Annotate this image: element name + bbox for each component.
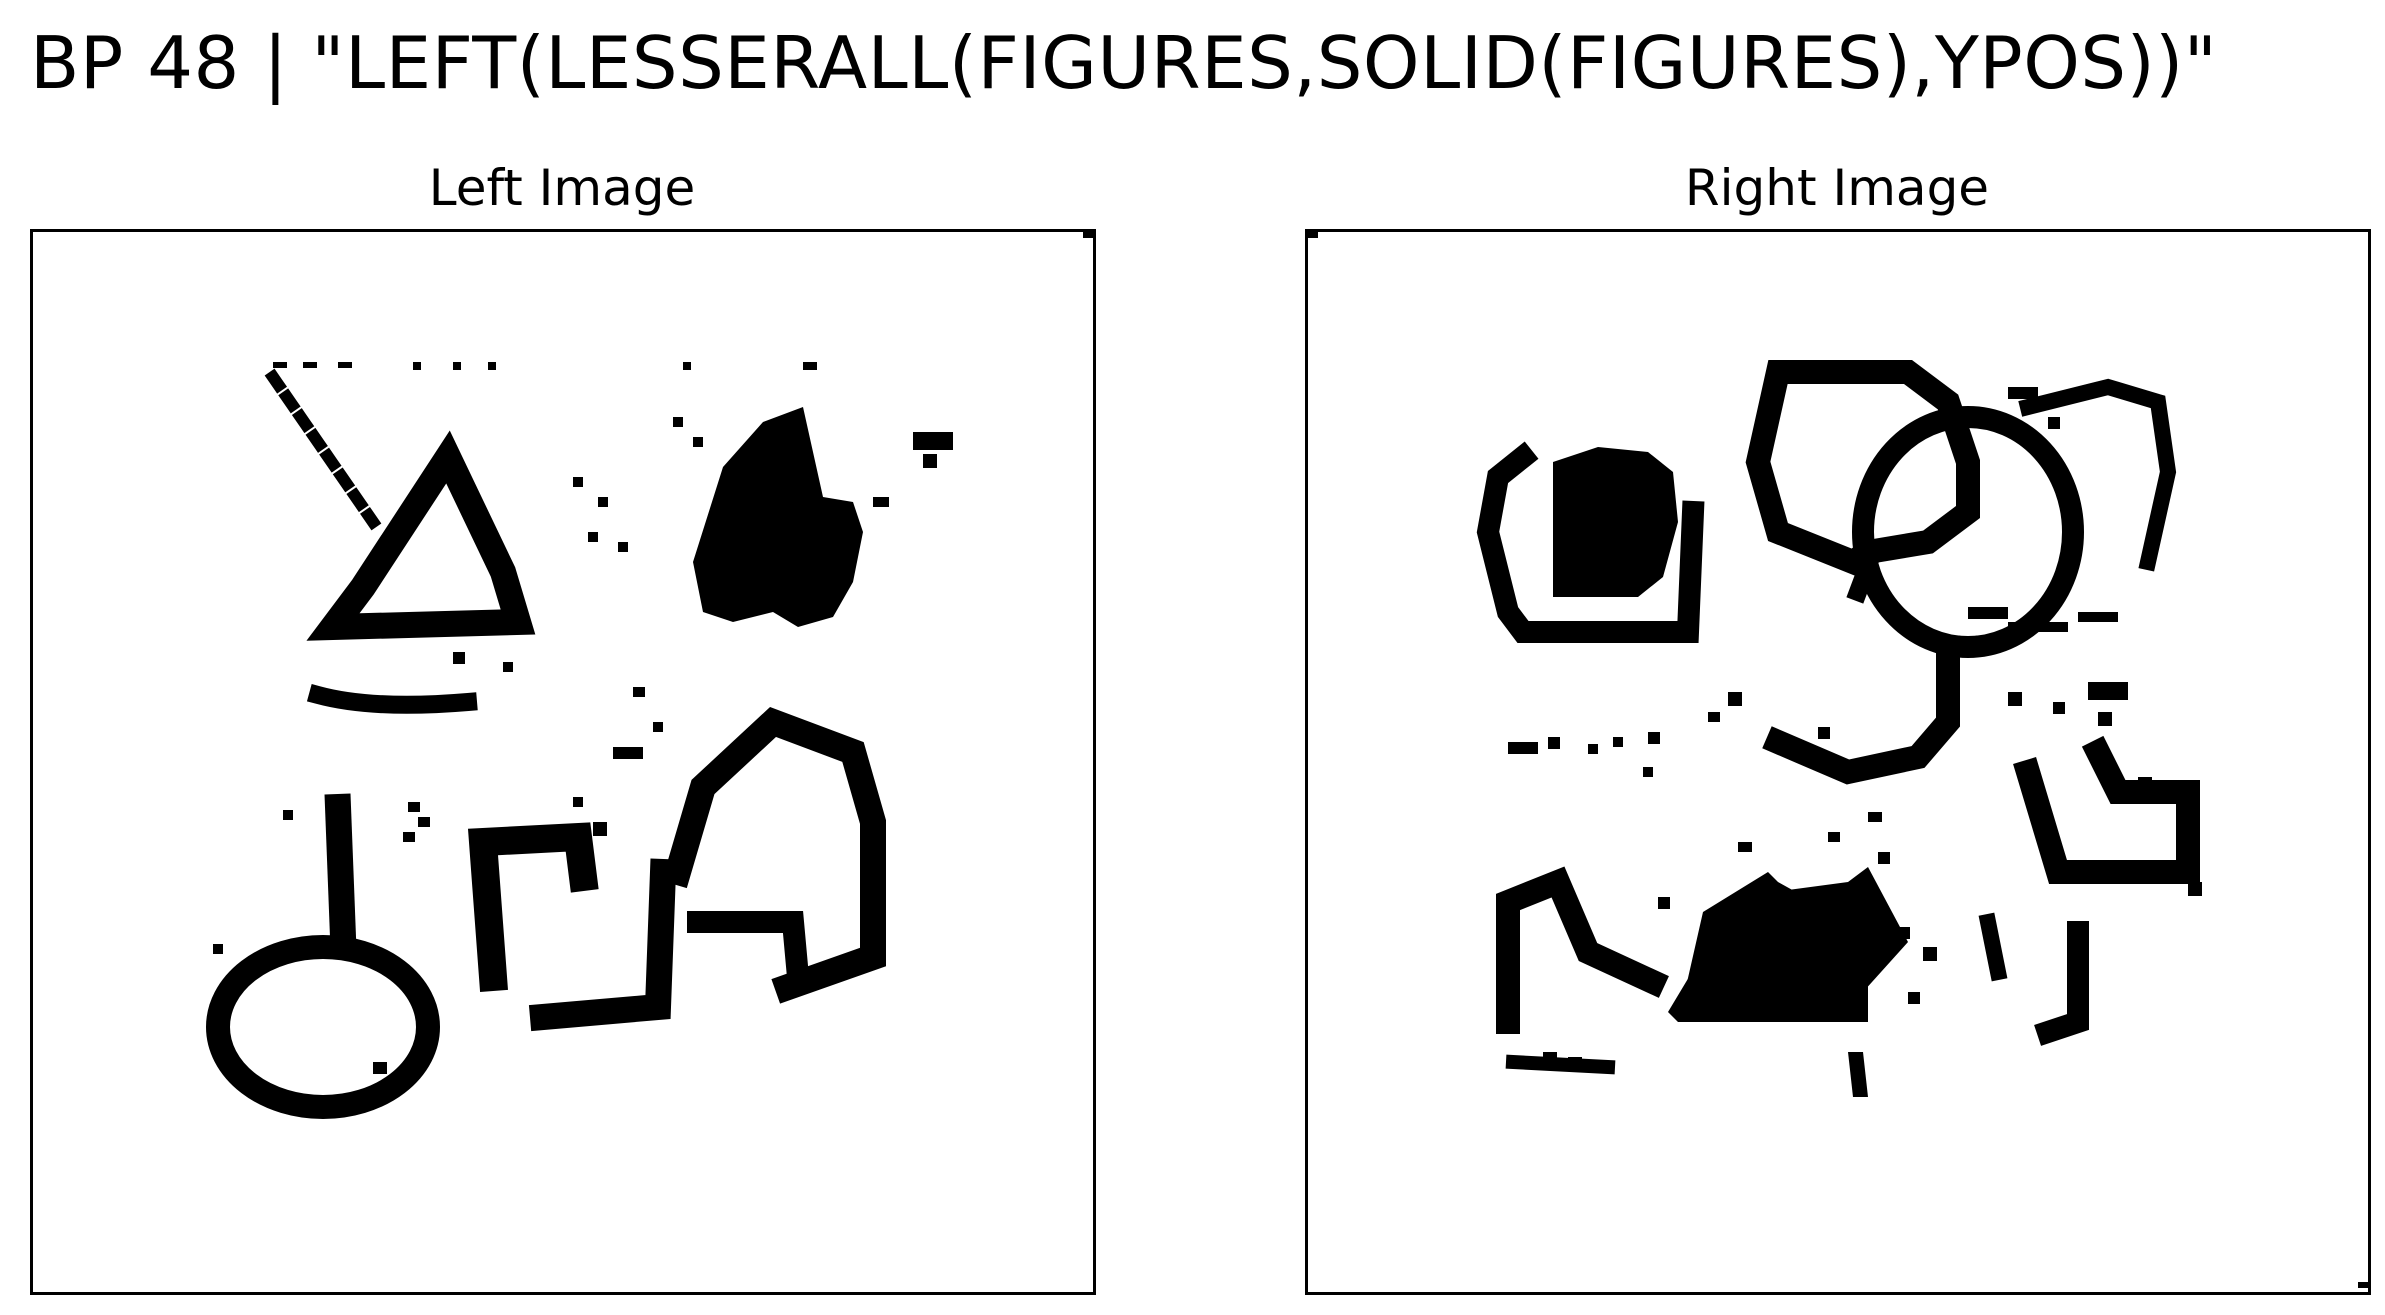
noise-speck	[303, 362, 317, 368]
noise-speck	[1658, 897, 1670, 909]
noise-speck	[2008, 387, 2038, 399]
noise-speck	[1828, 832, 1840, 842]
left-image-panel	[30, 229, 1096, 1295]
noise-speck	[2078, 612, 2118, 622]
circle-outline-figure	[1852, 406, 2084, 658]
arch-inner-figure	[687, 911, 810, 989]
noise-speck	[1508, 742, 1538, 754]
noise-speck	[2088, 682, 2128, 700]
noise-speck	[1548, 737, 1560, 749]
noise-speck	[573, 477, 583, 487]
noise-speck	[613, 747, 643, 759]
noise-speck	[693, 437, 703, 447]
noise-speck	[2358, 1282, 2368, 1288]
solid-blob-figure	[693, 407, 863, 627]
noise-speck	[2188, 882, 2202, 896]
noise-speck	[1868, 812, 1882, 822]
noise-speck	[1708, 712, 1720, 722]
noise-speck	[1898, 927, 1910, 939]
noise-speck	[1738, 842, 1752, 852]
noise-speck	[338, 362, 352, 368]
noise-speck	[1728, 692, 1742, 706]
noise-speck	[2098, 712, 2112, 726]
noise-speck	[1818, 727, 1830, 739]
solid-square-figure	[1553, 447, 1678, 597]
noise-speck	[453, 652, 465, 664]
triangle-tail-figure	[264, 368, 382, 531]
right-image-panel	[1305, 229, 2371, 1295]
noise-speck	[283, 810, 293, 820]
noise-speck	[573, 797, 583, 807]
curve-fragment-figure	[306, 683, 478, 714]
noise-speck	[873, 497, 889, 507]
noise-speck	[2053, 702, 2065, 714]
noise-speck	[1878, 852, 1890, 864]
noise-speck	[2008, 622, 2068, 632]
ring-outline-figure	[206, 935, 440, 1119]
noise-speck	[923, 454, 937, 468]
noise-speck	[1648, 732, 1660, 744]
noise-speck	[2048, 417, 2060, 429]
noise-speck	[633, 687, 645, 697]
speech-bubble-outline-figure	[1745, 360, 1980, 576]
noise-speck	[1308, 232, 1318, 238]
noise-speck	[1568, 1057, 1582, 1067]
right-panel-title: Right Image	[1684, 159, 1990, 217]
open-square-bottom-figure	[528, 858, 677, 1032]
noise-speck	[673, 417, 683, 427]
noise-speck	[2138, 777, 2152, 787]
noise-speck	[488, 362, 496, 370]
chair-foot-figure	[1978, 912, 2008, 982]
left-image-figures	[206, 232, 1093, 1119]
noise-speck	[1908, 992, 1920, 1004]
noise-speck	[803, 362, 817, 370]
noise-speck	[1923, 947, 1937, 961]
drip-stroke-figure	[1848, 1052, 1868, 1097]
open-square-figure	[467, 822, 599, 992]
noise-speck	[1613, 737, 1623, 747]
noise-speck	[588, 532, 598, 542]
noise-speck	[403, 832, 415, 842]
ring-outline-figure	[1476, 441, 1705, 643]
arch-outline-figure	[661, 707, 886, 1004]
ring-stem-figure	[324, 793, 357, 951]
page-title: BP 48 | "LEFT(LESSERALL(FIGURES,SOLID(FI…	[30, 21, 2218, 105]
right-image-figures	[1308, 232, 2368, 1288]
wave-stroke-figure	[1762, 650, 1960, 785]
circle-loop-figure	[2018, 378, 2177, 572]
noise-speck	[1588, 744, 1598, 754]
noise-speck	[1543, 1052, 1557, 1064]
noise-speck	[413, 362, 421, 370]
noise-speck	[653, 722, 663, 732]
noise-speck	[2008, 692, 2022, 706]
solid-triangle-body	[1678, 872, 1868, 1022]
noise-speck	[913, 432, 953, 450]
noise-speck	[1968, 607, 2008, 619]
noise-speck	[1643, 767, 1653, 777]
open-triangle-figure	[1496, 866, 1669, 1034]
triangle-outline-figure	[306, 430, 536, 641]
chair-leg-figure	[2034, 921, 2089, 1046]
noise-speck	[373, 1062, 387, 1074]
noise-speck	[453, 362, 461, 370]
noise-speck	[273, 362, 287, 368]
noise-speck	[683, 362, 691, 370]
chair-outline-figure	[2013, 735, 2200, 884]
noise-speck	[593, 822, 607, 836]
noise-speck	[418, 817, 430, 827]
left-panel-title: Left Image	[428, 159, 696, 217]
noise-speck	[408, 802, 420, 812]
open-triangle-base-figure	[1505, 1054, 1616, 1075]
noise-speck	[598, 497, 608, 507]
noise-speck	[213, 944, 223, 954]
noise-speck	[618, 542, 628, 552]
noise-speck	[503, 662, 513, 672]
noise-speck	[1083, 232, 1093, 238]
